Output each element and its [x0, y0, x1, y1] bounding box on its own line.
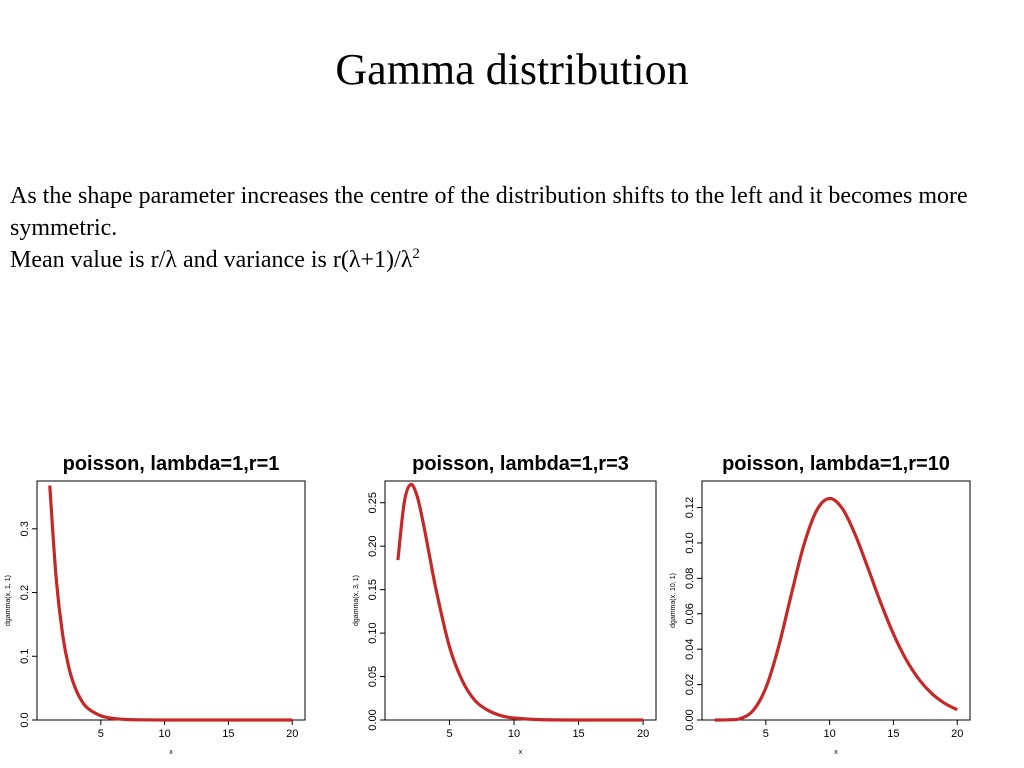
- x-tick-label: 15: [222, 728, 234, 740]
- y-tick-label: 0.25: [367, 492, 379, 513]
- mean-prefix: Mean value is r/: [10, 247, 166, 273]
- y-tick-label: 0.10: [684, 532, 696, 553]
- x-tick-label: 15: [572, 728, 584, 740]
- slide-body: As the shape parameter increases the cen…: [10, 180, 1010, 276]
- density-curve: [48, 485, 293, 722]
- x-axis-label: x: [169, 749, 173, 756]
- gamma-chart-r10: poisson, lambda=1,r=10 5 10 15 20 0.00 0.02 0.0…: [670, 453, 971, 756]
- y-axis-label: dgamma(x, 10, 1): [670, 573, 677, 628]
- y-tick-label: 0.10: [367, 622, 379, 643]
- lambda-symbol: λ: [165, 247, 177, 273]
- mean-variance-line: Mean value is r/λ and variance is r(λ+1)…: [10, 244, 1010, 276]
- y-tick-label: 0.2: [19, 585, 31, 600]
- density-curve: [396, 482, 644, 722]
- y-tick-label: 0.3: [19, 521, 31, 536]
- chart-title: poisson, lambda=1,r=1: [63, 453, 280, 475]
- shape-description: As the shape parameter increases the cen…: [10, 183, 968, 241]
- x-tick-label: 10: [823, 728, 835, 740]
- chart-title: poisson, lambda=1,r=3: [412, 453, 629, 475]
- mean-mid2: +1)/: [360, 247, 401, 273]
- y-tick-label: 0.04: [684, 638, 696, 659]
- y-axis-label: dgamma(x, 1, 1): [5, 575, 12, 626]
- lambda-symbol: λ: [348, 247, 361, 273]
- y-tick-label: 0.0: [19, 712, 31, 727]
- y-tick-label: 0.00: [684, 709, 696, 730]
- gamma-chart-r1: poisson, lambda=1,r=1 5 10 15 20 0.0 0.1 0.2 0.3…: [5, 453, 306, 756]
- density-curve: [714, 496, 958, 722]
- slide-title: Gamma distribution: [335, 45, 689, 94]
- plot-frame: [701, 480, 971, 721]
- y-tick-label: 0.1: [19, 649, 31, 664]
- y-tick-label: 0.08: [684, 568, 696, 589]
- x-tick-label: 20: [637, 728, 649, 740]
- y-tick-label: 0.15: [367, 579, 379, 600]
- x-axis-label: x: [834, 749, 838, 756]
- x-tick-label: 20: [951, 728, 963, 740]
- x-tick-label: 10: [158, 728, 170, 740]
- y-tick-label: 0.20: [367, 535, 379, 556]
- y-axis-label: dgamma(x, 3, 1): [353, 575, 360, 626]
- chart-title: poisson, lambda=1,r=10: [722, 453, 950, 475]
- x-tick-label: 5: [98, 728, 104, 740]
- x-tick-label: 5: [446, 728, 452, 740]
- lambda-symbol: λ: [400, 247, 413, 273]
- y-tick-label: 0.05: [367, 666, 379, 687]
- superscript: 2: [412, 246, 420, 262]
- y-tick-label: 0.02: [684, 674, 696, 695]
- mean-mid: and variance is r(: [176, 247, 349, 273]
- x-tick-label: 20: [286, 728, 298, 740]
- plot-frame: [36, 480, 306, 721]
- gamma-chart-r3: poisson, lambda=1,r=3 5 10 15 20 0.00 0.05 0.10…: [353, 453, 657, 756]
- x-tick-label: 5: [763, 728, 769, 740]
- x-axis-label: x: [519, 749, 523, 756]
- y-tick-label: 0.12: [684, 497, 696, 518]
- plot-frame: [384, 480, 657, 721]
- x-tick-label: 15: [887, 728, 899, 740]
- y-tick-label: 0.00: [367, 709, 379, 730]
- y-tick-label: 0.06: [684, 603, 696, 624]
- x-tick-label: 10: [508, 728, 520, 740]
